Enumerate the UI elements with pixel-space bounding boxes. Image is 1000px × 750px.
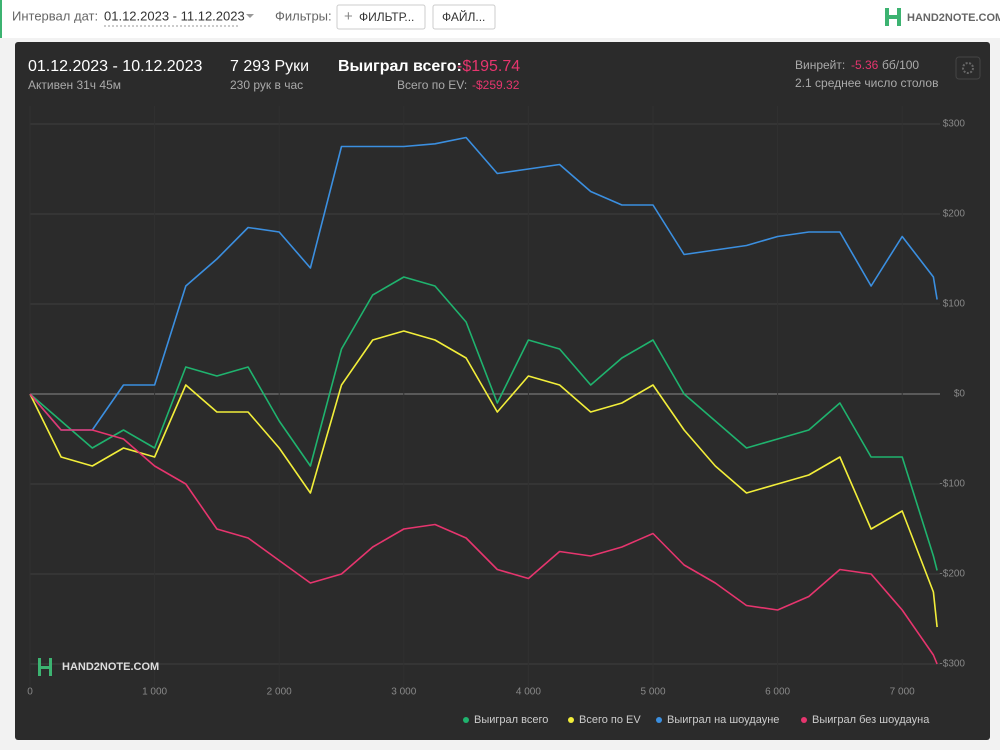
plus-icon: + [344, 8, 353, 25]
toolbar-accent [0, 0, 2, 38]
file-button[interactable] [432, 4, 496, 30]
file-button-label[interactable]: ФАЙЛ... [442, 9, 485, 24]
y-tick-label: $300 [943, 119, 966, 130]
legend-marker [801, 717, 807, 723]
series-line [29, 136, 938, 431]
legend-label: Выиграл на шоудауне [667, 714, 779, 726]
x-tick-label: 1 000 [142, 687, 167, 698]
plot: $300 $200 $100 $0 -$100 -$200 -$300 0 1 000 2 000… [27, 106, 965, 726]
winrate-value: -5.36 [851, 58, 879, 72]
settings-button[interactable] [955, 56, 981, 80]
series-line [29, 330, 938, 628]
watermark: HAND2NOTE.COM [62, 661, 159, 673]
settings-icon[interactable] [962, 62, 974, 74]
y-tick-label: -$200 [939, 569, 965, 580]
won-value: -$195.74 [457, 58, 520, 75]
date-value[interactable]: 01.12.2023 - 11.12.2023 [104, 8, 245, 23]
logo-text: HAND2NOTE.COM [907, 12, 1000, 24]
x-tick-label: 3 000 [391, 687, 416, 698]
legend-label: Выиграл всего [474, 714, 548, 726]
date-label: Интервал дат: [12, 8, 98, 23]
series-line [29, 393, 938, 665]
x-tick-label: 2 000 [267, 687, 292, 698]
winrate-unit: бб/100 [882, 58, 919, 72]
legend-marker [463, 717, 469, 723]
x-tick-label: 6 000 [765, 687, 790, 698]
x-tick-label: 0 [27, 687, 33, 698]
legend-label: Выиграл без шоудауна [812, 714, 930, 726]
hands-per-hour: 230 рук в час [230, 78, 303, 92]
y-tick-label: -$100 [939, 479, 965, 490]
ev-label: Всего по EV: [397, 78, 467, 92]
watermark-icon [38, 658, 52, 676]
period: 01.12.2023 - 10.12.2023 [28, 58, 202, 75]
y-tick-label: $100 [943, 299, 966, 310]
filters-label: Фильтры: [275, 8, 332, 23]
legend-marker [656, 717, 662, 723]
date-caret[interactable] [246, 14, 254, 18]
x-tick-label: 5 000 [640, 687, 665, 698]
legend-label: Всего по EV [579, 714, 641, 726]
series-line [29, 276, 938, 571]
y-tick-label: -$300 [939, 659, 965, 670]
toolbar [0, 0, 1000, 38]
won-label: Выиграл всего: [338, 58, 462, 75]
y-tick-label: $200 [943, 209, 966, 220]
filter-button[interactable] [336, 4, 426, 30]
ev-value: -$259.32 [472, 78, 520, 92]
filter-button-label[interactable]: ФИЛЬТР... [359, 10, 414, 24]
tables: 2.1 среднее число столов [795, 76, 938, 90]
active-time: Активен 31ч 45м [28, 78, 121, 92]
logo-icon [885, 8, 901, 26]
hands: 7 293 Руки [230, 58, 309, 75]
legend-marker [568, 717, 574, 723]
x-tick-label: 4 000 [516, 687, 541, 698]
winrate-label: Винрейт: [795, 58, 845, 72]
x-tick-label: 7 000 [890, 687, 915, 698]
y-tick-label: $0 [954, 389, 966, 400]
